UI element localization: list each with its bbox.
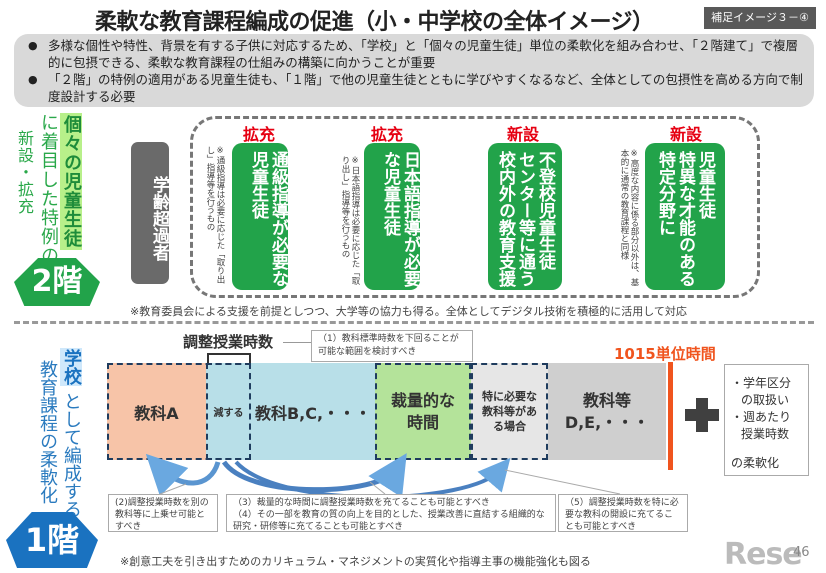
- summary-bullet: 多様な個性や特性、背景を有する子供に対応するため、「学校」と「個々の児童生徒」単…: [28, 37, 804, 71]
- note-2: (2)調整授業時数を別の教科等に上乗せ可能とすべき: [108, 494, 218, 532]
- special-measures-group: [190, 116, 760, 298]
- page-title: 柔軟な教育課程編成の促進（小・中学校の全体イメージ）: [95, 10, 654, 35]
- school-highlight: 学校: [60, 348, 82, 386]
- floor1-badge: 1階: [6, 512, 98, 568]
- bracket-icon: [207, 353, 251, 363]
- card-note: ※通級指導は必要に応じた「取り出し」指導等を行うもの: [205, 146, 225, 284]
- card-kind-new: 新設: [506, 125, 539, 144]
- flex-line: ・週あたり: [731, 410, 792, 424]
- card-text: 特異な才能のある: [675, 151, 695, 287]
- flexibility-box: ・学年区分 の取扱い ・週あたり 授業時数 の柔軟化: [724, 364, 809, 476]
- page-number: 46: [793, 545, 810, 560]
- floor2-side-text: に着目した特例の: [38, 113, 59, 265]
- note-3: （3）裁量的な時間に調整授業時数を充てることも可能とすべき: [233, 498, 490, 508]
- floor-divider: [14, 321, 814, 324]
- resemom-logo: Rese: [724, 537, 803, 572]
- individual-student-highlight: 個々の児童生徒: [60, 113, 82, 250]
- floor2-side-text-2: 新設・拡充: [15, 130, 34, 215]
- subject-a-block: 教科A: [107, 363, 206, 460]
- flex-line: 授業時数: [741, 427, 790, 441]
- card-kind-expand: 拡充: [370, 125, 403, 144]
- card-text: 校内外の教育支援: [495, 151, 515, 287]
- floor1-side-text-2: 教育課程の柔軟化: [37, 360, 58, 504]
- connector-line: [283, 342, 311, 343]
- card-japanese: 日本語指導が必要な児童生徒: [364, 143, 420, 290]
- note-5: （5）調整授業時数を特に必要な教科の開設に充てることも可能とすべき: [558, 494, 688, 532]
- reduce-block: 減する: [206, 363, 251, 460]
- card-note: ※高度な内容に係る部分以外は、基本的に通常の教育課程と同様: [619, 149, 639, 287]
- subject-bc-block: 教科B,C,・・・: [251, 363, 375, 460]
- card-kind-expand: 拡充: [242, 125, 275, 144]
- flex-line: の柔軟化: [731, 456, 780, 470]
- subject-de-line2: D,E,・・・: [564, 412, 650, 432]
- special-need-outline: [471, 363, 548, 460]
- card-text: センター等に通う: [515, 151, 535, 287]
- summary-bullet: 「２階」の特例の適用がある児童生徒も、「１階」で他の児童生徒とともに学びやすくな…: [28, 71, 804, 105]
- floor1-footnote: ※創意工夫を引き出すためのカリキュラム・マネジメントの実質化や指導主事の機能強化…: [120, 555, 591, 568]
- special-need-block: 特に必要な教科等がある場合: [471, 363, 548, 460]
- card-text: 不登校児童生徒: [535, 151, 555, 270]
- note-4: （4）その一部を教育の質の向上を目的とした、授業改善に直結する組織的な研究・研修…: [233, 510, 545, 532]
- subject-de-block: 教科等 D,E,・・・: [548, 363, 666, 460]
- floor2-badge: 2階: [14, 258, 100, 306]
- card-text: 特定分野に: [655, 151, 675, 236]
- supplement-badge: 補足イメージ３－④: [704, 7, 816, 29]
- floor2-footnote: ※教育委員会による支援を前提としつつ、大学等の協力も得る。全体としてデジタル技術…: [130, 305, 687, 318]
- card-text: 児童生徒: [695, 151, 715, 219]
- units-limit-line: [668, 362, 673, 470]
- reduce-outline: [206, 363, 251, 460]
- card-kind-new: 新設: [669, 125, 702, 144]
- floor1-side-text: として編成する: [61, 392, 82, 518]
- total-units-label: 1015単位時間: [614, 345, 716, 363]
- adjust-hours-label: 調整授業時数: [183, 333, 274, 351]
- over-age-student-box: 学齢超過者: [131, 142, 169, 284]
- discretionary-outline: [375, 363, 471, 460]
- flex-line: の取扱い: [741, 393, 790, 407]
- card-gifted: 特定分野に 特異な才能のある 児童生徒: [645, 143, 725, 290]
- card-truancy: 校内外の教育支援 センター等に通う 不登校児童生徒: [488, 143, 562, 290]
- plus-icon: [685, 398, 719, 432]
- note-3-4: （3）裁量的な時間に調整授業時数を充てることも可能とすべき （4）その一部を教育…: [226, 494, 556, 532]
- card-tsukyu: 通級指導が必要な児童生徒: [232, 143, 288, 290]
- discretionary-time-block: 裁量的な時間: [375, 363, 471, 460]
- subject-de-line1: 教科等: [582, 390, 631, 410]
- note-1: （1）教科標準時数を下回ることが可能な範囲を検討すべき: [311, 330, 473, 362]
- card-note: ※日本語指導は必要に応じた「取り出し」指導等を行うもの: [340, 156, 360, 285]
- summary-box: 多様な個性や特性、背景を有する子供に対応するため、「学校」と「個々の児童生徒」単…: [14, 34, 814, 107]
- flex-line: ・学年区分: [731, 376, 792, 390]
